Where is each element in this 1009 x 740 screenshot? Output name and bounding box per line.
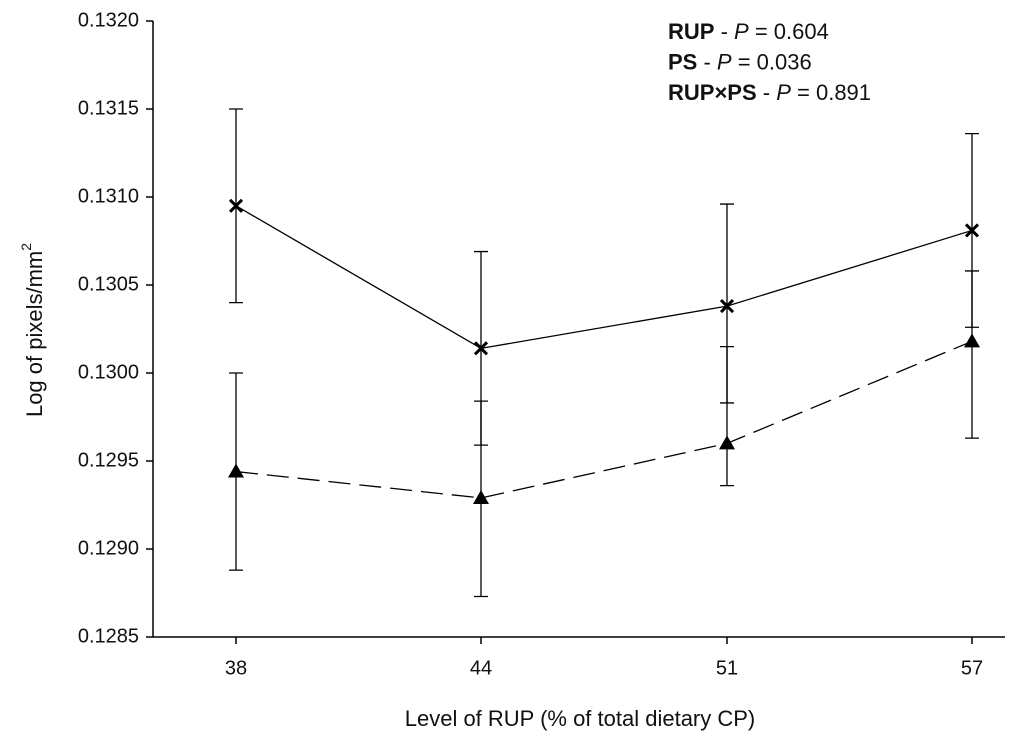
marker (719, 435, 735, 450)
annotation-part: - (714, 19, 734, 44)
y-tick-label: 0.1315 (78, 97, 139, 119)
marker (964, 223, 980, 238)
y-tick-label: 0.1300 (78, 361, 139, 383)
annotation-part: = 0.891 (791, 80, 871, 105)
annotation-part: - (697, 49, 717, 74)
annotation: PS - P = 0.036 (668, 49, 812, 74)
annotation-part: RUP×PS (668, 80, 757, 105)
marker (719, 299, 735, 314)
error-bar (720, 345, 734, 487)
error-bar (965, 270, 979, 439)
y-tick-label: 0.1305 (78, 273, 139, 295)
y-axis-title-sup: 2 (18, 243, 34, 251)
marker (228, 198, 244, 213)
annotations: RUP - P = 0.604 PS - P = 0.036 RUP×PS - P … (668, 19, 871, 105)
x-tick-label: 57 (961, 657, 983, 679)
marker (473, 489, 489, 504)
y-axis-title-text: Log of pixels/mm (22, 251, 47, 417)
series-line (235, 205, 973, 350)
y-tick-label: 0.1320 (78, 9, 139, 31)
x-tick-label: 51 (716, 657, 738, 679)
annotation: RUP - P = 0.604 (668, 19, 829, 44)
x-tick-label: 44 (470, 657, 492, 679)
marker (964, 333, 980, 348)
marker (473, 341, 489, 356)
y-tick-label: 0.1285 (78, 625, 139, 647)
annotation-part: = 0.604 (749, 19, 829, 44)
annotation-part: PS (668, 49, 697, 74)
y-axis-title: Log of pixels/mm2 (18, 243, 47, 417)
series-line (235, 340, 973, 499)
x-axis-title: Level of RUP (% of total dietary CP) (405, 706, 756, 731)
y-tick-label: 0.1290 (78, 537, 139, 559)
annotation-part: = 0.036 (732, 49, 812, 74)
annotation-part: P (717, 49, 732, 74)
annotation-part: P (734, 19, 749, 44)
annotation-part: - (757, 80, 777, 105)
annotation-part: RUP (668, 19, 714, 44)
y-tick-label: 0.1295 (78, 449, 139, 471)
x-tick-label: 38 (225, 657, 247, 679)
annotation: RUP×PS - P = 0.891 (668, 80, 871, 105)
marker (228, 463, 244, 478)
annotation-part: P (776, 80, 791, 105)
y-tick-label: 0.1310 (78, 185, 139, 207)
